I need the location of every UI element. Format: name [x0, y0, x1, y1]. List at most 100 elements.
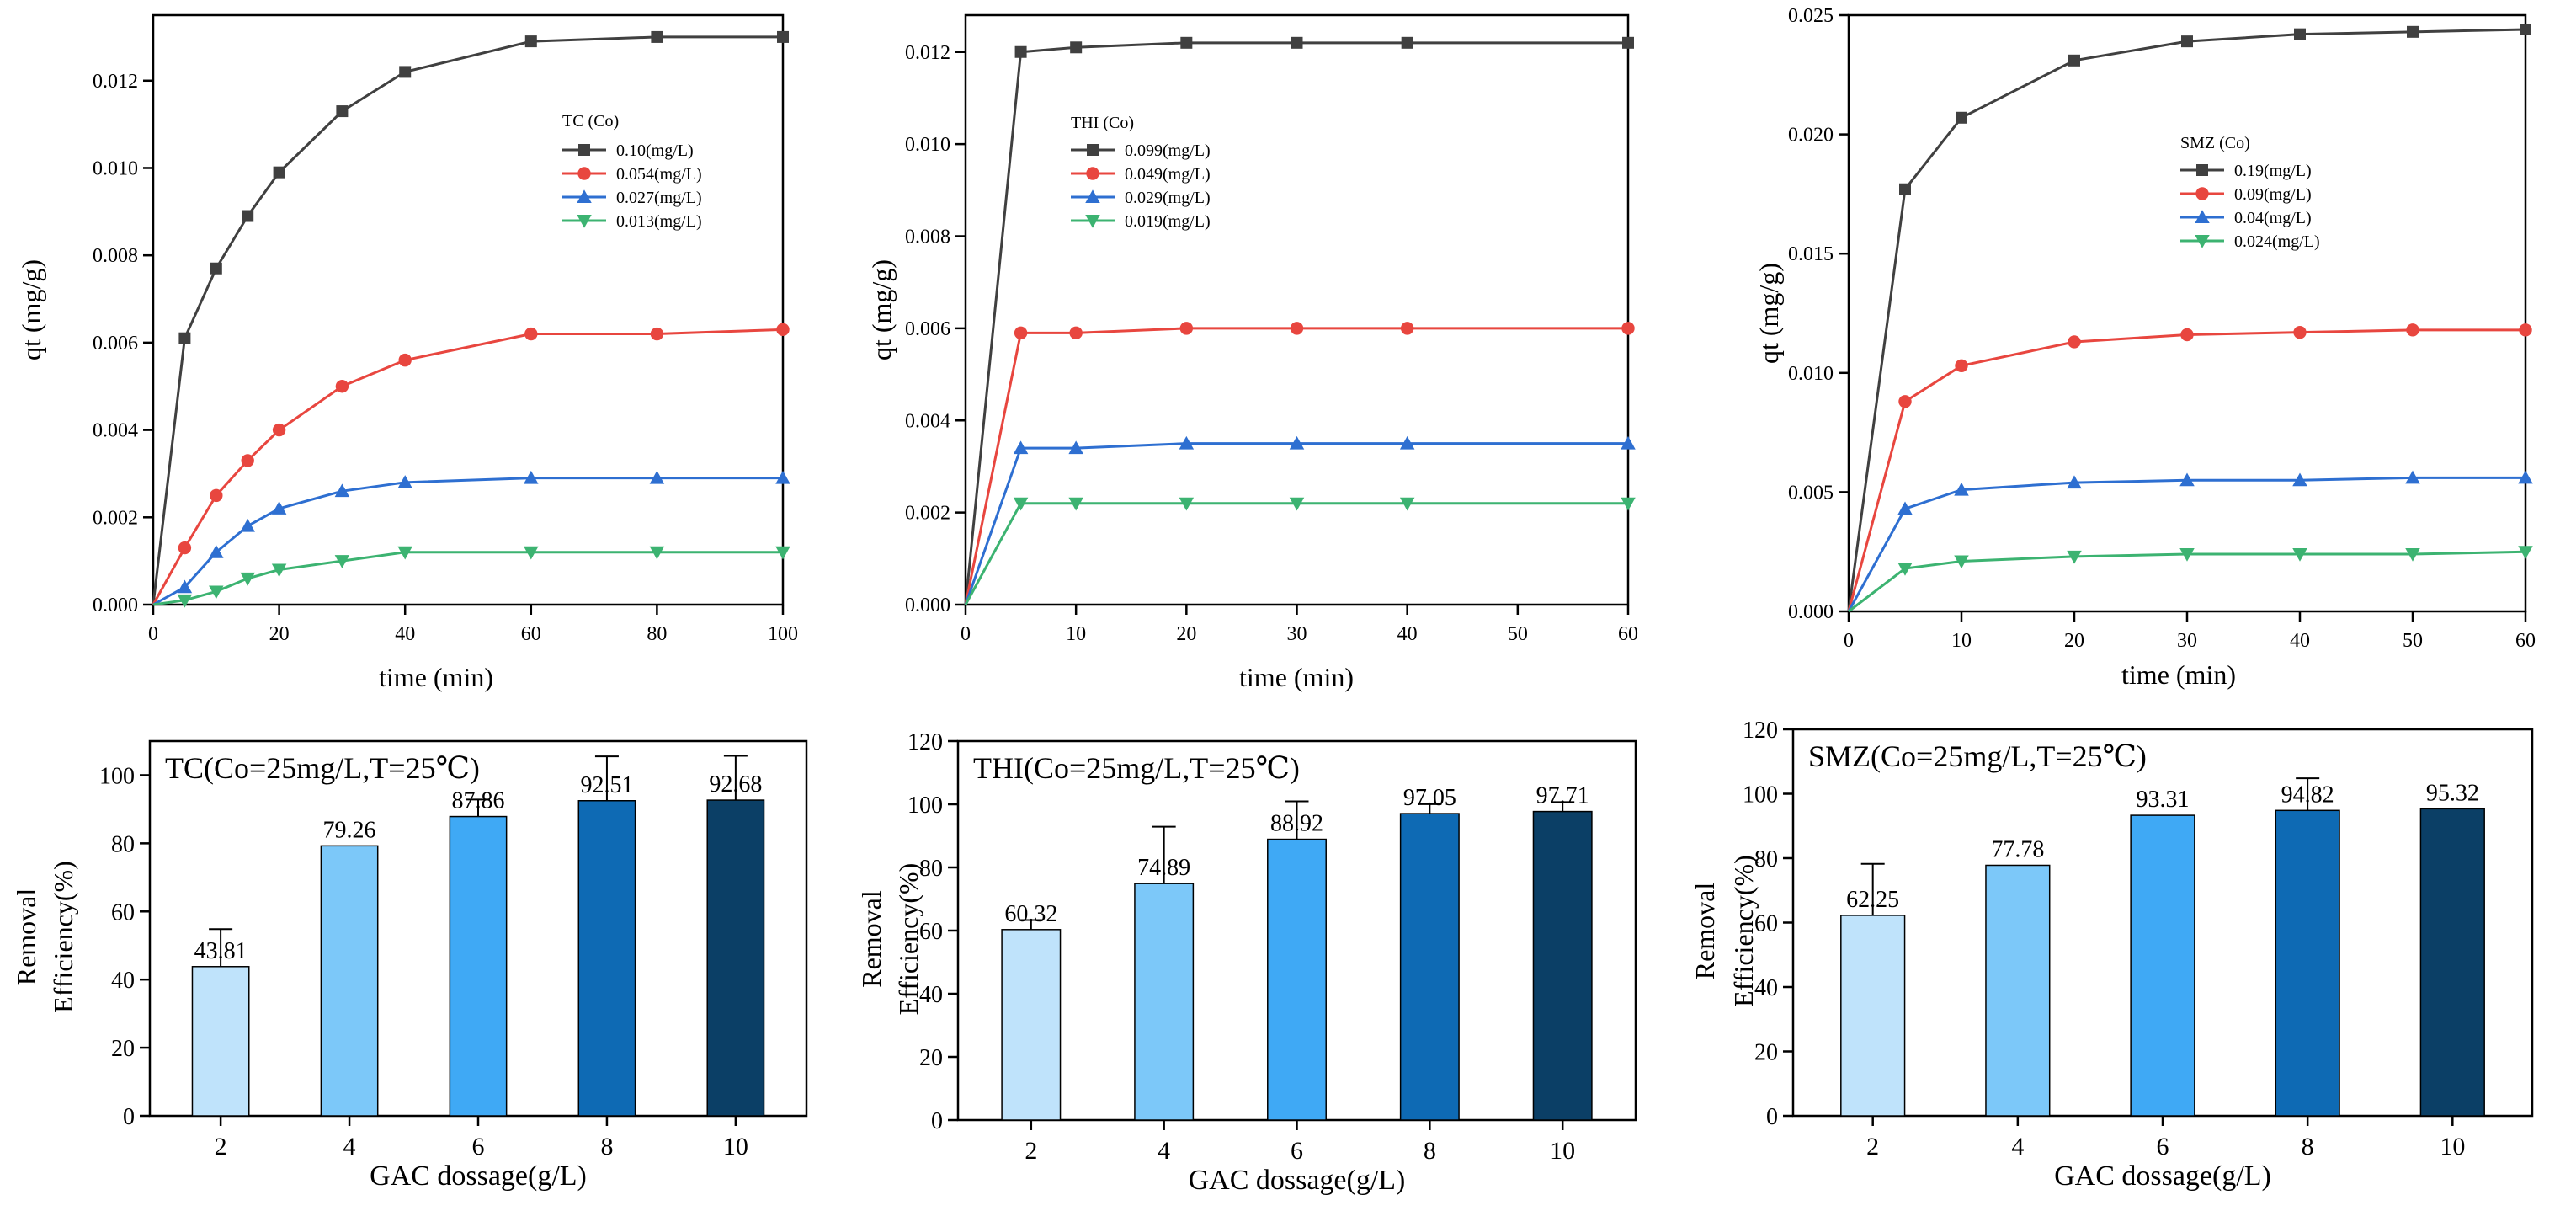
- data-point: [2405, 548, 2420, 562]
- y-tick-label: 100: [1743, 782, 1778, 808]
- x-tick-label: 2: [1866, 1133, 1879, 1160]
- data-point: [650, 327, 664, 341]
- data-label: 95.32: [2426, 780, 2479, 806]
- x-tick-label: 10: [1550, 1137, 1575, 1165]
- data-label: 92.68: [709, 771, 762, 798]
- legend-label: 0.054(mg/L): [616, 165, 702, 184]
- data-point: [1897, 563, 1913, 576]
- y-tick-label: 0.012: [905, 42, 950, 64]
- data-point: [1622, 36, 1634, 49]
- y-tick-label: 0.006: [93, 333, 138, 355]
- data-point: [1179, 435, 1195, 450]
- data-point: [2407, 25, 2419, 38]
- series-line-3: [1847, 476, 2525, 612]
- data-point: [177, 579, 193, 594]
- legend-marker: [1085, 189, 1100, 203]
- y-tick-label: 0.002: [905, 503, 950, 525]
- data-point: [209, 585, 224, 600]
- y-tick-label: 60: [1754, 911, 1778, 937]
- legend-label: 0.09(mg/L): [2234, 185, 2312, 204]
- x-tick-label: 40: [1397, 623, 1418, 645]
- data-point: [1897, 501, 1913, 515]
- data-label: 62.25: [1846, 887, 1899, 913]
- data-point: [273, 166, 285, 179]
- data-point: [2294, 28, 2306, 40]
- y-tick-label: 0.010: [93, 157, 138, 179]
- data-point: [524, 327, 538, 341]
- data-point: [242, 210, 254, 222]
- data-point: [2067, 475, 2082, 489]
- x-tick-label: 4: [2011, 1133, 2024, 1160]
- data-label: 92.51: [580, 772, 633, 798]
- y-tick-label: 0: [123, 1104, 135, 1130]
- legend-marker: [577, 167, 591, 180]
- data-point: [2405, 470, 2420, 484]
- y-tick-label: 100: [907, 792, 943, 819]
- x-tick-label: 100: [768, 623, 798, 645]
- x-tick-label: 6: [472, 1133, 485, 1160]
- legend-label: 0.049(mg/L): [1125, 165, 1211, 184]
- x-tick-label: 6: [1291, 1137, 1303, 1165]
- bar: [577, 800, 636, 1117]
- data-point: [1621, 435, 1636, 450]
- data-point: [2068, 54, 2080, 67]
- x-tick-label: 80: [647, 623, 667, 645]
- data-point: [1068, 497, 1083, 511]
- legend-marker: [1087, 144, 1099, 156]
- data-point: [334, 555, 350, 568]
- y-axis-label: qt (mg/g): [16, 259, 46, 360]
- data-point: [1014, 326, 1028, 340]
- bar-chart-3: SMZ(Co=25mg/L,T=25℃) 0 20 40 60 80 100 120 62.25…: [1690, 718, 2534, 1192]
- data-point: [210, 262, 222, 275]
- bar: [320, 845, 379, 1117]
- x-axis-label: time (min): [2121, 659, 2236, 690]
- bar: [1399, 813, 1460, 1121]
- legend-marker: [2195, 235, 2210, 248]
- data-point: [2519, 323, 2532, 337]
- x-tick-label: 2: [1025, 1137, 1037, 1165]
- data-label: 43.81: [194, 938, 247, 964]
- y-tick-label: 40: [111, 968, 135, 994]
- data-point: [1289, 435, 1305, 450]
- y-tick-label: 80: [919, 856, 943, 882]
- x-tick-label: 10: [1951, 630, 1972, 652]
- series-line-2: [1847, 328, 2525, 612]
- data-point: [775, 470, 790, 484]
- x-tick-label: 40: [395, 623, 415, 645]
- x-tick-label: 0: [1844, 630, 1854, 652]
- chart-title: SMZ(Co=25mg/L,T=25℃): [1808, 739, 2147, 773]
- data-point: [1014, 45, 1027, 58]
- x-axis-label: GAC dossage(g/L): [1189, 1165, 1406, 1196]
- data-point: [1898, 395, 1912, 408]
- plot-frame: [152, 13, 785, 606]
- chart-title: TC(Co=25mg/L,T=25℃): [165, 751, 480, 785]
- y-tick-label: 0.025: [1788, 5, 1834, 27]
- x-tick-label: 30: [1287, 623, 1307, 645]
- y-tick-label: 20: [111, 1036, 135, 1062]
- data-point: [2406, 323, 2419, 337]
- y-tick-label: 100: [99, 763, 135, 789]
- x-axis-label: GAC dossage(g/L): [2054, 1160, 2271, 1192]
- data-point: [1179, 322, 1194, 335]
- x-tick-label: 20: [269, 623, 290, 645]
- x-tick-label: 10: [723, 1133, 748, 1160]
- y-tick-label: 0.010: [1788, 363, 1834, 385]
- y-tick-label: 80: [111, 831, 135, 857]
- data-point: [336, 105, 349, 118]
- data-point: [2179, 548, 2195, 562]
- data-point: [777, 30, 789, 43]
- x-axis-label: time (min): [379, 662, 493, 692]
- data-point: [2292, 472, 2307, 487]
- data-point: [1954, 482, 1969, 496]
- data-point: [2180, 328, 2194, 342]
- data-point: [649, 546, 665, 560]
- y-tick-label: 0.000: [905, 595, 950, 616]
- data-point: [775, 546, 790, 560]
- y-tick-label: 80: [1754, 846, 1778, 872]
- data-label: 77.78: [1991, 836, 2044, 862]
- x-tick-label: 2: [215, 1133, 227, 1160]
- line-chart-1: 0 20 40 60 80 100 0.000 0.002 0.004 0.006 0.008 0.0…: [16, 13, 798, 692]
- data-point: [1180, 36, 1193, 49]
- data-point: [2067, 550, 2082, 564]
